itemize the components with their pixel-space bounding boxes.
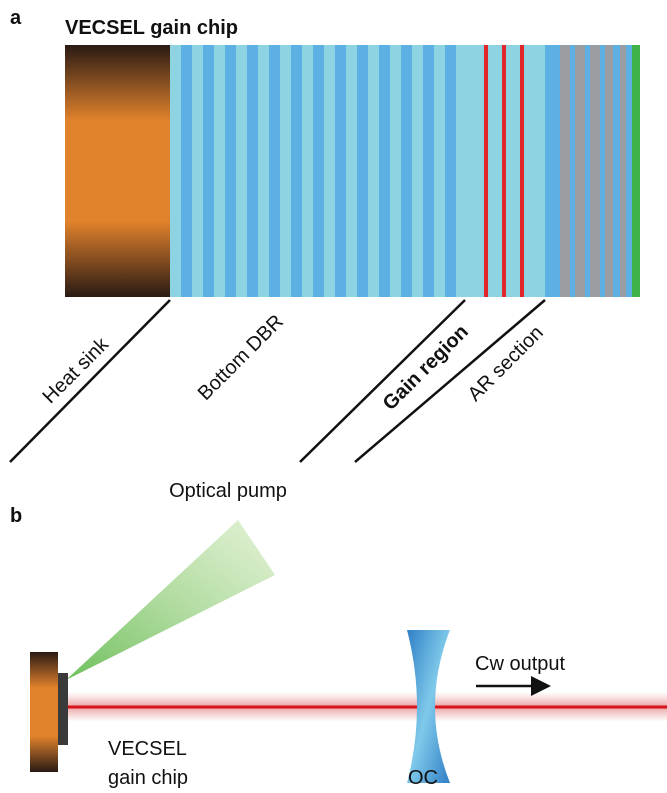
cap-layer — [632, 45, 640, 297]
panel-label: a — [10, 7, 22, 29]
dbr-layer — [280, 45, 291, 297]
dbr-layer — [236, 45, 247, 297]
ar-layer — [560, 45, 570, 297]
title: VECSEL gain chip — [65, 17, 238, 39]
dbr-layer — [324, 45, 335, 297]
quantum-well — [520, 45, 524, 297]
dbr-layer — [247, 45, 258, 297]
dbr-layer — [258, 45, 269, 297]
ar-layer — [545, 45, 632, 297]
dbr-layer — [401, 45, 412, 297]
dbr-layer — [390, 45, 401, 297]
dbr-layer — [412, 45, 423, 297]
chip-layer — [58, 673, 68, 745]
pump-cone — [66, 520, 275, 680]
heat-sink — [65, 45, 170, 297]
dbr-layer — [434, 45, 445, 297]
pump-label: Optical pump — [169, 480, 287, 502]
chip-label: VECSEL — [108, 738, 187, 760]
dbr-layer — [313, 45, 324, 297]
output-label: Cw output — [475, 653, 565, 675]
ar-layer — [605, 45, 613, 297]
dbr-layer — [379, 45, 390, 297]
chip-structure — [65, 45, 640, 297]
ar-layer — [575, 45, 585, 297]
quantum-well — [502, 45, 506, 297]
layer-label: Bottom DBR — [194, 311, 288, 405]
ar-layer — [620, 45, 626, 297]
dbr-layer — [291, 45, 302, 297]
dbr-layer — [203, 45, 214, 297]
dbr-layer — [225, 45, 236, 297]
leader-line — [10, 300, 170, 462]
chip-heat-sink — [30, 652, 58, 772]
dbr-layer — [214, 45, 225, 297]
figure: a VECSEL gain chip Heat sink Bottom DBR … — [0, 0, 667, 793]
dbr-layer — [368, 45, 379, 297]
dbr-layer — [423, 45, 434, 297]
dbr-layer — [170, 45, 181, 297]
dbr-layer — [335, 45, 346, 297]
dbr-layer — [192, 45, 203, 297]
chip-label: gain chip — [108, 767, 188, 789]
dbr-layer — [445, 45, 456, 297]
dbr-layer — [302, 45, 313, 297]
ar-layer — [590, 45, 600, 297]
dbr-layer — [181, 45, 192, 297]
dbr-layer — [357, 45, 368, 297]
dbr-layer — [346, 45, 357, 297]
panel-label: b — [10, 505, 22, 527]
coupler-label: OC — [408, 767, 438, 789]
quantum-well — [484, 45, 488, 297]
dbr-layer — [269, 45, 280, 297]
